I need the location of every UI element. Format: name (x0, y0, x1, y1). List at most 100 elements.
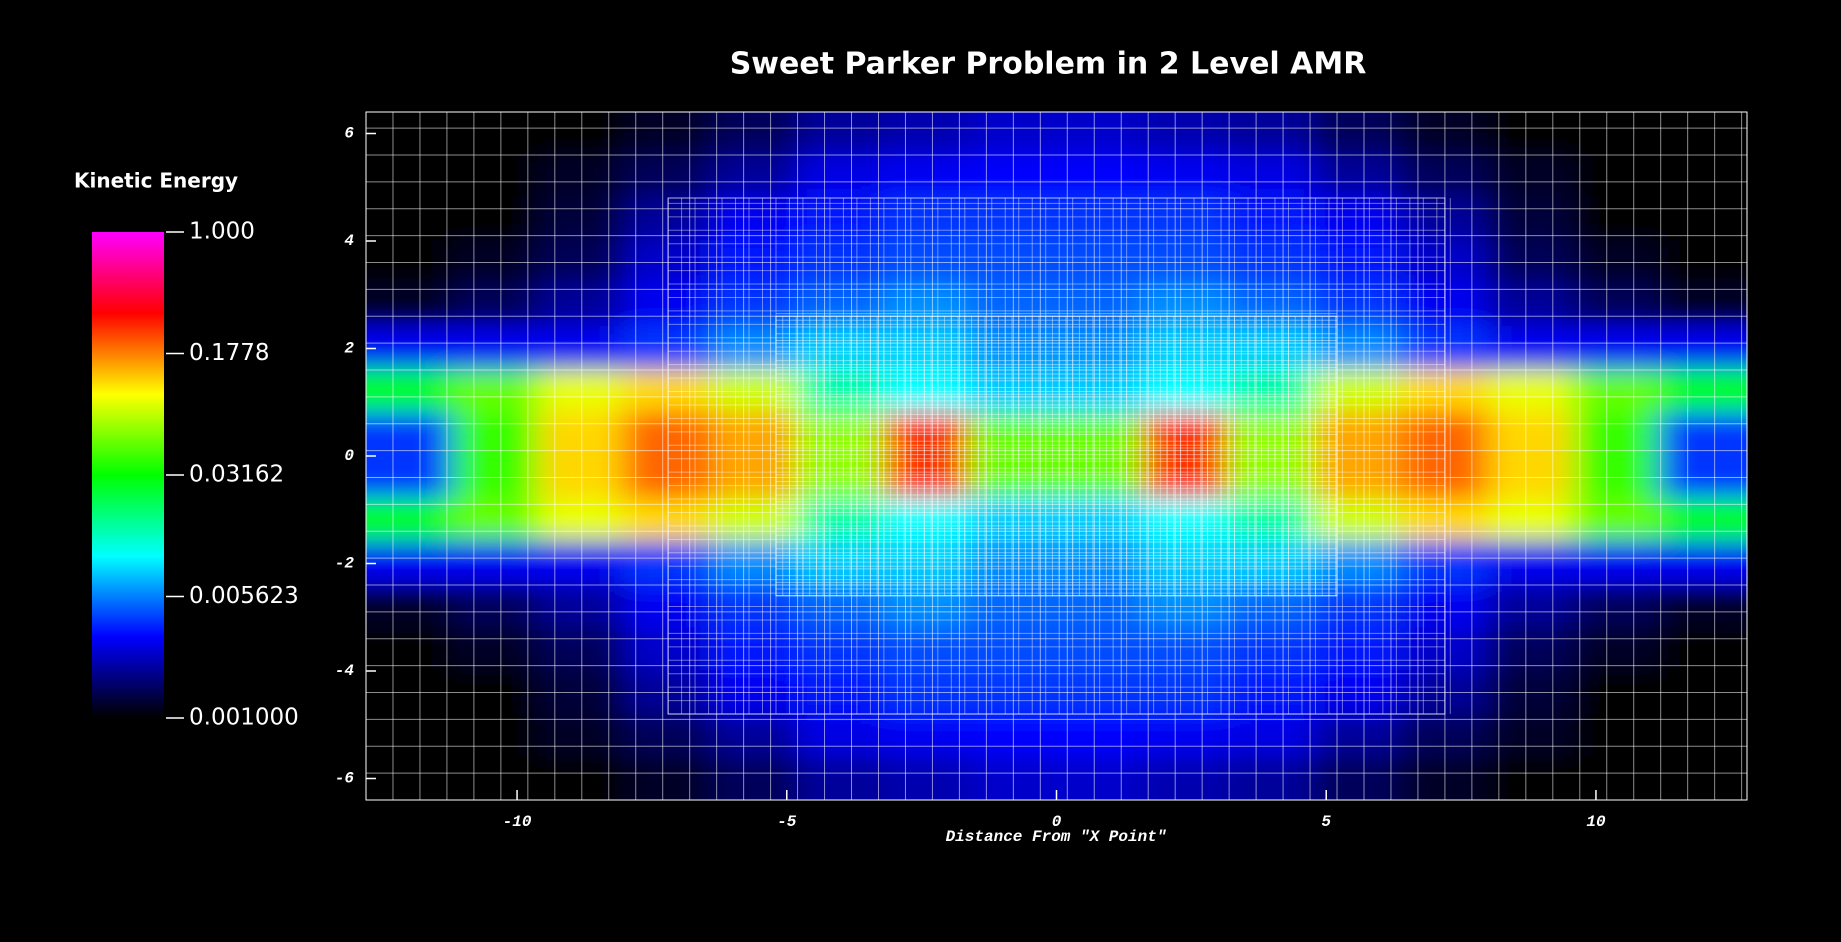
heat-cell (882, 756, 972, 800)
heat-cell (451, 197, 540, 242)
heat-cell (623, 713, 713, 758)
heat-cell (1228, 112, 1317, 156)
heat-cell (710, 627, 799, 672)
heat-cell (710, 154, 799, 199)
heat-cell (1141, 283, 1231, 328)
heat-cell (882, 326, 972, 371)
x-tick-label: -5 (777, 813, 797, 831)
colorbar (92, 232, 164, 718)
heat-cell (1314, 197, 1403, 242)
heat-cell (1573, 627, 1662, 672)
heat-cell (1659, 154, 1747, 199)
heat-cell (1659, 326, 1747, 371)
heat-cell (623, 154, 713, 199)
heat-cell (710, 369, 799, 414)
heat-cell (1055, 541, 1144, 586)
heat-cell (366, 756, 454, 800)
heat-cell (1141, 498, 1231, 543)
heat-cell (1573, 326, 1662, 371)
heat-cell (1659, 756, 1747, 800)
heat-cell (1141, 713, 1231, 758)
heat-cell (1487, 369, 1576, 414)
heat-cell (1314, 498, 1403, 543)
heat-cell (1659, 584, 1747, 629)
heat-cell (1055, 154, 1144, 199)
heat-cell (710, 326, 799, 371)
heat-cell (366, 369, 454, 414)
heat-cell (1228, 197, 1317, 242)
heat-cell (1314, 627, 1403, 672)
heat-cell (710, 541, 799, 586)
heat-cell (1487, 584, 1576, 629)
heat-cell (882, 412, 972, 457)
heat-cell (451, 498, 540, 543)
heat-cell (1228, 283, 1317, 328)
heat-cell (1141, 541, 1231, 586)
heat-cell (366, 412, 454, 457)
colorbar-tick-label: 0.005623 (189, 583, 299, 609)
heat-cell (1659, 541, 1747, 586)
heat-cell (710, 584, 799, 629)
heat-cell (796, 369, 885, 414)
heat-cell (1487, 197, 1576, 242)
patch-outline (775, 315, 1338, 597)
heat-cell (1659, 713, 1747, 758)
heat-cell (882, 154, 972, 199)
heat-cell (1487, 713, 1576, 758)
heat-cell (1228, 541, 1317, 586)
heat-cell (1314, 412, 1403, 457)
heat-cell (1055, 412, 1144, 457)
heat-cell (1487, 627, 1576, 672)
heat-cell (1055, 498, 1144, 543)
heat-cell (882, 112, 972, 156)
heat-cell (796, 541, 885, 586)
heat-cell (451, 326, 540, 371)
heatmap-cells (366, 112, 1747, 800)
y-tick-label: -2 (335, 555, 355, 573)
heat-cell (1141, 584, 1231, 629)
heat-cell (1141, 197, 1231, 242)
heat-cell (1055, 713, 1144, 758)
heat-cell (796, 584, 885, 629)
heat-cell (451, 154, 540, 199)
heat-cell (796, 197, 885, 242)
heat-cell (882, 541, 972, 586)
heat-cell (882, 627, 972, 672)
heat-cell (451, 713, 540, 758)
heat-cell (1659, 283, 1747, 328)
heat-cell (623, 756, 713, 800)
heat-cell (710, 283, 799, 328)
heat-cell (796, 412, 885, 457)
heat-cell (451, 756, 540, 800)
heatmap (366, 112, 1747, 800)
heat-cell (366, 283, 454, 328)
heat-cell (1487, 326, 1576, 371)
heat-cell (710, 197, 799, 242)
heat-cell (366, 498, 454, 543)
heat-cell (1314, 756, 1403, 800)
heat-cell (1055, 369, 1144, 414)
heat-cell (882, 369, 972, 414)
heat-cell (1141, 412, 1231, 457)
heat-cell (1314, 154, 1403, 199)
heat-cell (451, 112, 540, 156)
heat-cell (1573, 584, 1662, 629)
heat-cell (451, 412, 540, 457)
heat-cell (451, 283, 540, 328)
heat-cell (882, 283, 972, 328)
heat-cell (1659, 498, 1747, 543)
heat-cell (1314, 283, 1403, 328)
heat-cell (1314, 584, 1403, 629)
heat-cell (366, 584, 454, 629)
heat-cell (623, 112, 713, 156)
heat-cell (1573, 197, 1662, 242)
x-tick-label: 0 (1052, 813, 1062, 831)
heat-cell (1314, 541, 1403, 586)
heat-cell (1487, 756, 1576, 800)
heat-cell (1228, 326, 1317, 371)
y-tick-label: 2 (344, 340, 354, 358)
heat-cell (882, 713, 972, 758)
heat-cell (1141, 627, 1231, 672)
y-tick-label: 4 (344, 232, 354, 250)
heat-cell (1487, 283, 1576, 328)
